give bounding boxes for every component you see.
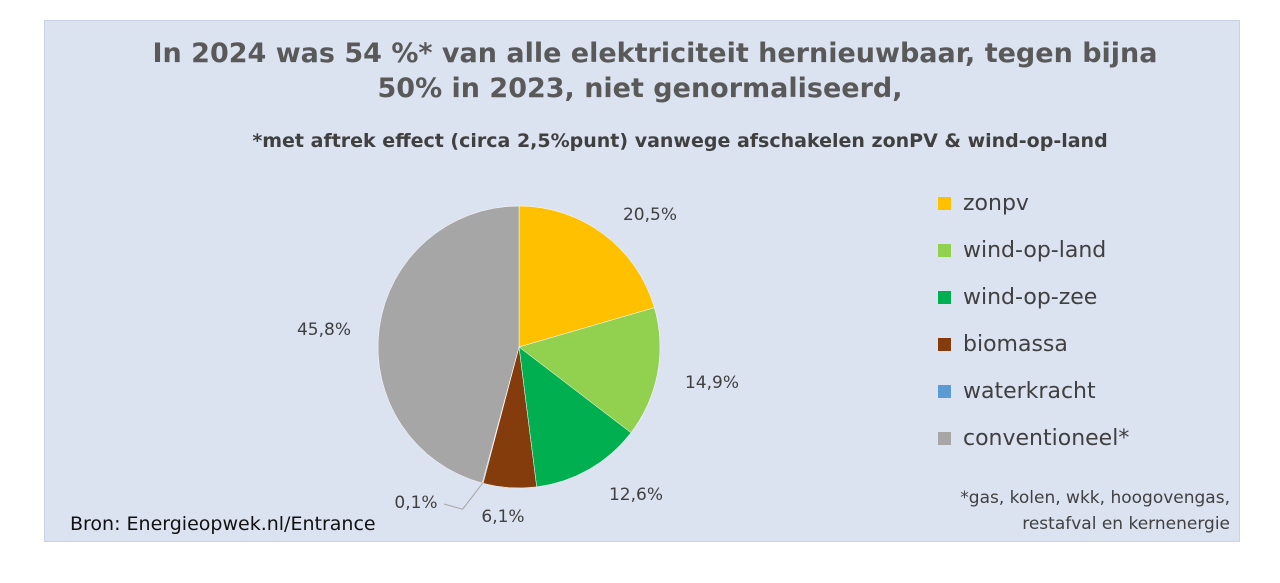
pie-slice-wind-op-land [518, 307, 661, 434]
footnote-line-1: *gas, kolen, wkk, hoogovengas, [960, 488, 1230, 508]
legend-swatch [938, 244, 951, 257]
legend: zonpv wind-op-land wind-op-zee biomassa wate… [938, 180, 1129, 462]
legend-label: zonpv [963, 191, 1029, 216]
legend-swatch [938, 338, 951, 351]
legend-swatch [938, 197, 951, 210]
source-label: Bron: Energieopwek.nl/Entrance [70, 513, 376, 535]
data-label-biomassa: 6,1% [481, 507, 524, 527]
legend-label: waterkracht [963, 379, 1096, 404]
footnote-line-2: restafval en kernenergie [1022, 514, 1230, 534]
title-line-1: In 2024 was 54 %* van alle elektriciteit… [152, 38, 1158, 69]
leader-line-waterkracht [443, 482, 484, 510]
legend-label: wind-op-land [963, 238, 1107, 263]
data-label-wind-op-land: 14,9% [685, 373, 739, 393]
legend-item-waterkracht: waterkracht [938, 368, 1129, 415]
data-label-conventioneel: 45,8% [297, 320, 351, 340]
footnote: *gas, kolen, wkk, hoogovengas, restafval… [960, 485, 1230, 537]
legend-label: conventioneel* [963, 426, 1130, 451]
title-line-2: 50% in 2023, niet genormaliseerd, [377, 73, 903, 104]
pie-slice-conventioneel [377, 205, 520, 484]
legend-item-conventioneel: conventioneel* [938, 415, 1129, 462]
legend-item-wind-op-zee: wind-op-zee [938, 274, 1129, 321]
legend-item-wind-op-land: wind-op-land [938, 227, 1129, 274]
data-label-zonpv: 20,5% [623, 205, 677, 225]
pie-slice-zonpv [518, 205, 655, 348]
legend-swatch [938, 432, 951, 445]
legend-item-zonpv: zonpv [938, 180, 1129, 227]
legend-label: wind-op-zee [963, 285, 1098, 310]
legend-label: biomassa [963, 332, 1068, 357]
chart-subtitle: *met aftrek effect (circa 2,5%punt) vanw… [252, 130, 1108, 152]
legend-swatch [938, 291, 951, 304]
data-label-waterkracht: 0,1% [394, 493, 437, 513]
chart-title: In 2024 was 54 %* van alle elektriciteit… [0, 36, 1280, 106]
data-label-wind-op-zee: 12,6% [609, 485, 663, 505]
pie-slice-wind-op-zee [518, 346, 632, 488]
legend-swatch [938, 385, 951, 398]
legend-item-biomassa: biomassa [938, 321, 1129, 368]
